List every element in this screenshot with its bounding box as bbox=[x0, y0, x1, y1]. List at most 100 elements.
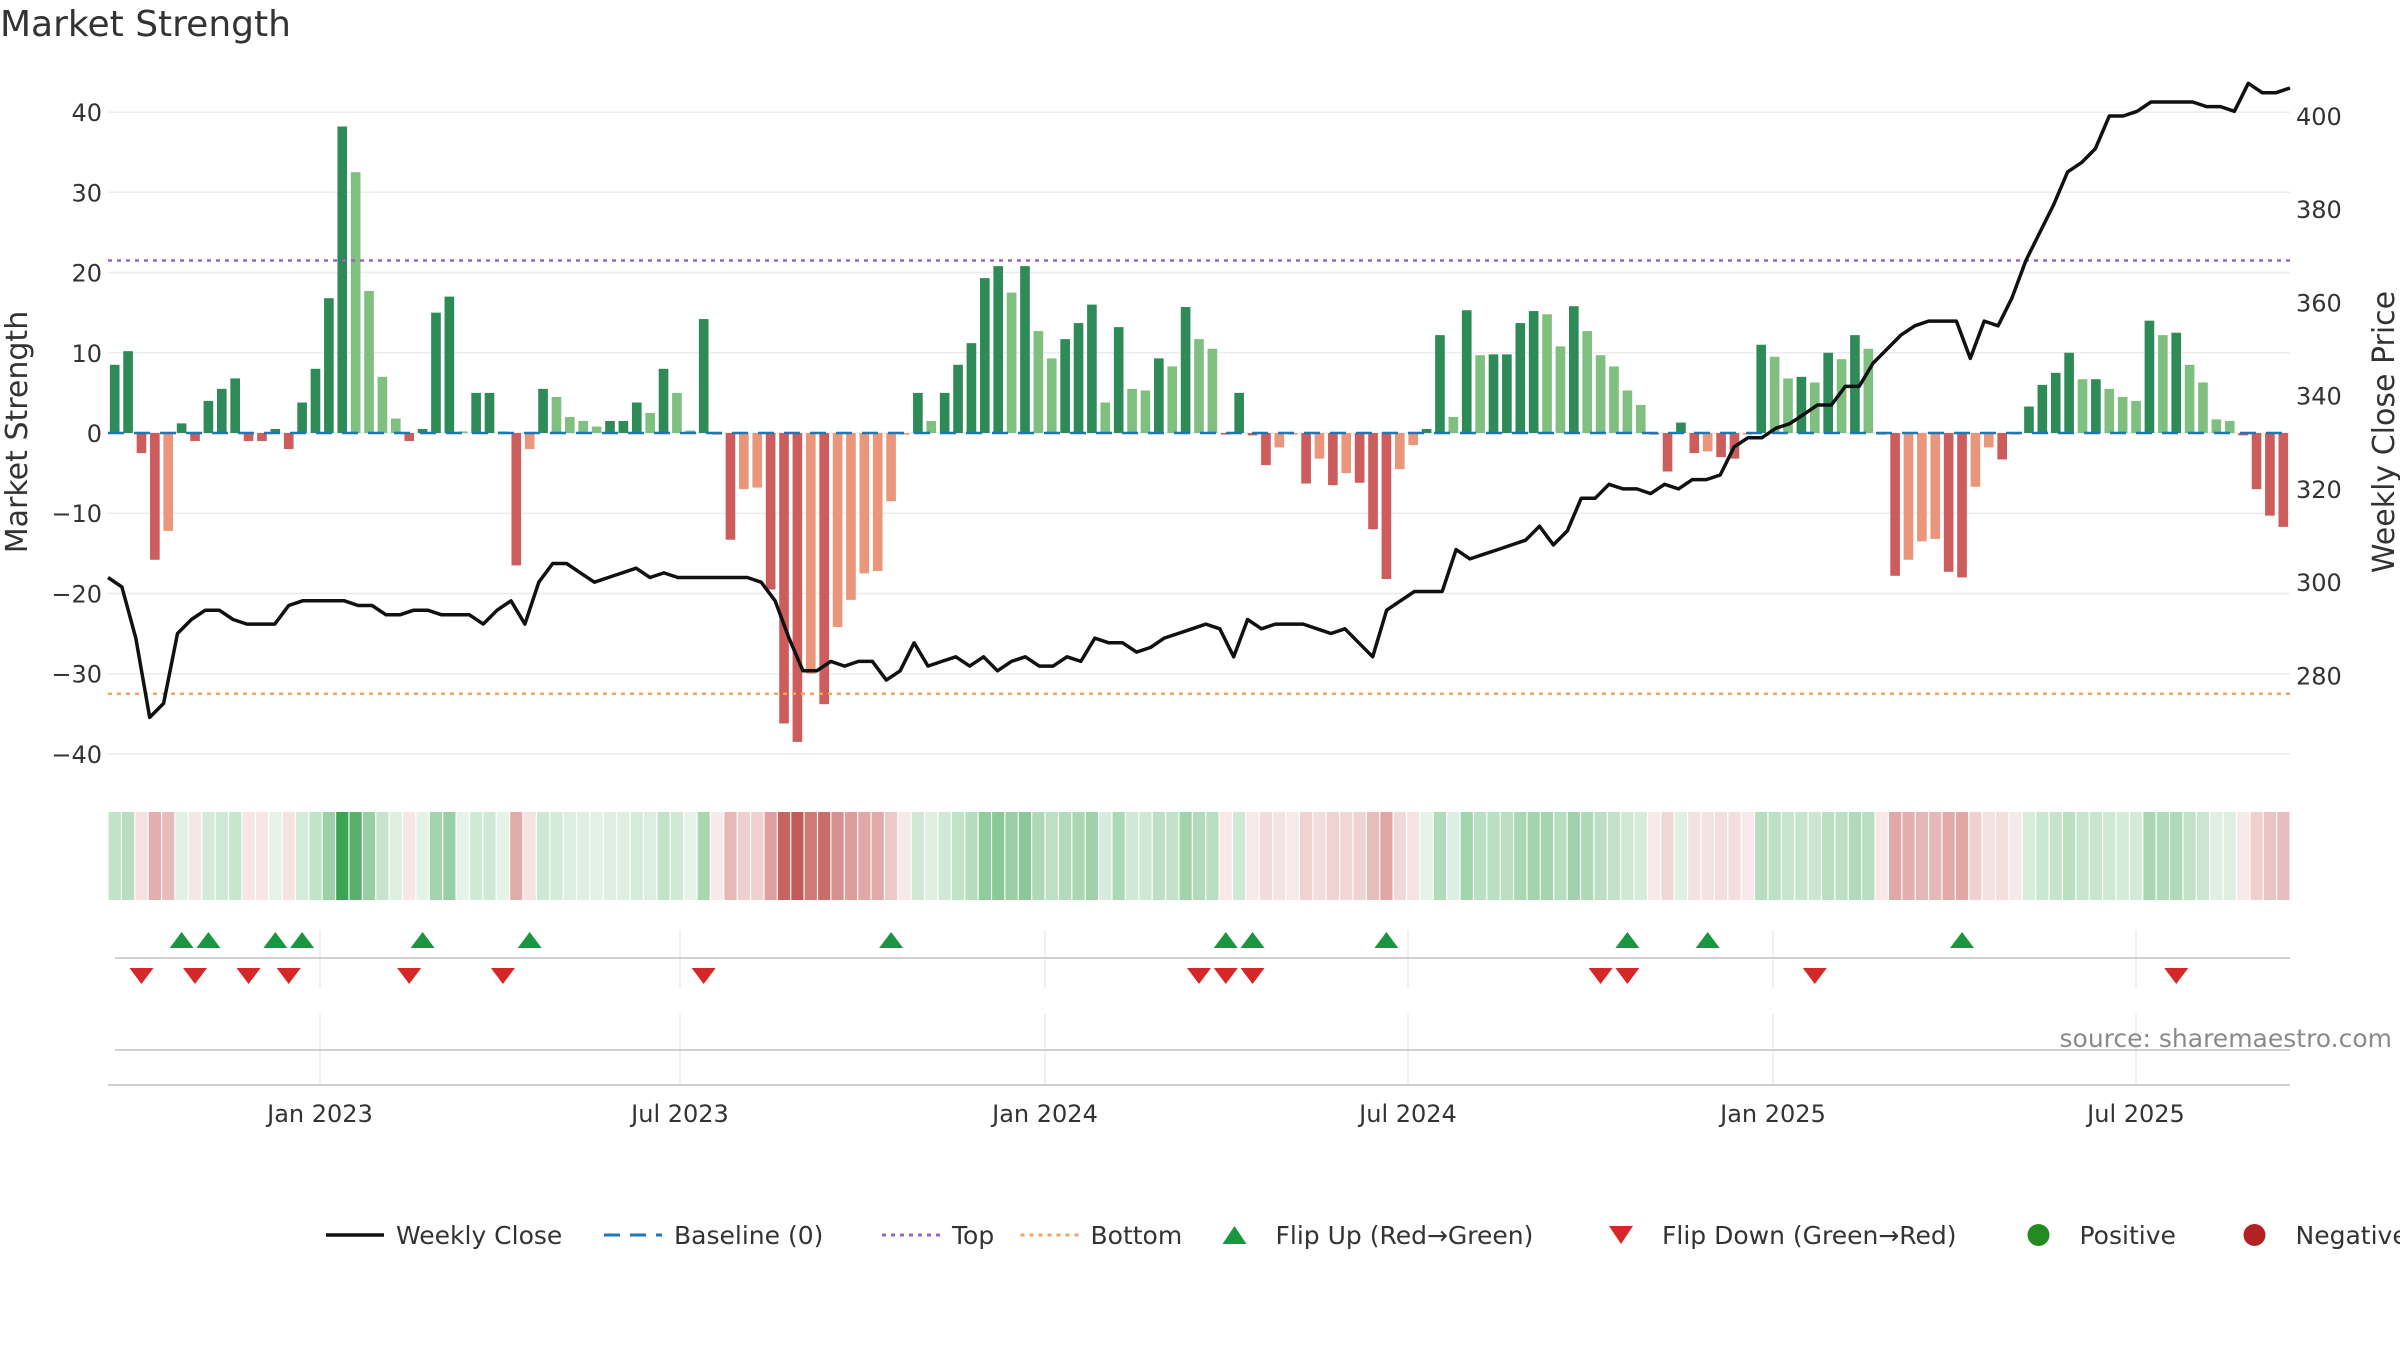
strength-bar bbox=[1930, 433, 1941, 539]
strength-bar bbox=[1528, 311, 1539, 433]
strength-bar bbox=[2091, 379, 2101, 433]
strength-bar bbox=[1783, 378, 1793, 433]
flip-up-marker bbox=[1213, 932, 1238, 948]
strength-bar bbox=[2104, 388, 2115, 433]
strength-bar bbox=[1983, 433, 1994, 448]
y-tick-label: −30 bbox=[51, 661, 102, 689]
strength-bar bbox=[819, 433, 829, 705]
strength-bar bbox=[377, 376, 388, 433]
strength-bar bbox=[123, 351, 133, 433]
strength-bar bbox=[953, 364, 963, 433]
heat-cell bbox=[269, 812, 282, 900]
heat-cell bbox=[2076, 812, 2089, 900]
strength-bar bbox=[779, 433, 789, 724]
legend-item: Flip Up (Red→Green) bbox=[1222, 1221, 1534, 1250]
heat-cell bbox=[764, 812, 777, 900]
y2-axis-title: Weekly Close Price bbox=[2367, 291, 2400, 573]
heat-cell bbox=[1514, 812, 1527, 900]
heat-cell bbox=[1219, 812, 1232, 900]
strength-bar bbox=[1408, 433, 1419, 446]
strength-bar bbox=[1435, 335, 1445, 433]
strength-bar bbox=[631, 402, 642, 433]
flip-down-marker bbox=[1213, 968, 1238, 984]
heat-cell bbox=[215, 812, 228, 900]
heat-cell bbox=[322, 812, 335, 900]
heat-cell bbox=[470, 812, 483, 900]
heat-cell bbox=[1768, 812, 1781, 900]
strength-bar bbox=[1890, 433, 1900, 576]
heat-cell bbox=[911, 812, 924, 900]
heat-cell bbox=[2223, 812, 2236, 900]
strength-bar bbox=[2064, 352, 2074, 433]
strength-bar bbox=[2251, 433, 2262, 490]
flip-down-marker bbox=[236, 968, 261, 984]
strength-bar bbox=[2265, 433, 2275, 516]
strength-bar bbox=[1140, 390, 1151, 433]
heat-cell bbox=[657, 812, 670, 900]
heat-cell bbox=[1527, 812, 1540, 900]
legend-item: Positive bbox=[2027, 1221, 2176, 1250]
strength-bar bbox=[645, 412, 655, 433]
heat-cell bbox=[1407, 812, 1420, 900]
strength-bar bbox=[257, 433, 267, 442]
strength-bar bbox=[658, 368, 669, 433]
heat-cell bbox=[617, 812, 630, 900]
heat-cell bbox=[1072, 812, 1085, 900]
strength-bar bbox=[2158, 335, 2168, 433]
strength-bar bbox=[1970, 433, 1981, 487]
heat-cell bbox=[496, 812, 509, 900]
strength-bar bbox=[832, 433, 843, 628]
legend-label: Flip Up (Red→Green) bbox=[1276, 1221, 1534, 1250]
heat-cell bbox=[951, 812, 965, 900]
strength-bar bbox=[846, 433, 856, 600]
heat-cell bbox=[1822, 812, 1835, 900]
legend-label: Bottom bbox=[1091, 1221, 1183, 1250]
legend-item: Flip Down (Green→Red) bbox=[1609, 1221, 1957, 1250]
heat-cell bbox=[1755, 812, 1768, 900]
y2-tick-label: 300 bbox=[2296, 569, 2342, 597]
heat-cell bbox=[2210, 812, 2223, 900]
x-tick-label: Jul 2023 bbox=[629, 1100, 729, 1128]
strength-bar bbox=[1127, 388, 1137, 433]
strength-bar bbox=[1836, 359, 1847, 433]
heat-cell bbox=[202, 812, 215, 900]
chart-title: Market Strength bbox=[0, 4, 291, 45]
heat-cell bbox=[1607, 812, 1621, 900]
flip-up-marker bbox=[879, 932, 904, 948]
strength-bar bbox=[1207, 348, 1218, 433]
strength-bar bbox=[390, 418, 401, 433]
heat-cell bbox=[737, 812, 750, 900]
strength-bar bbox=[1502, 354, 1512, 433]
flip-down-marker bbox=[1802, 968, 1827, 984]
heat-cell bbox=[1018, 812, 1032, 900]
heat-cell bbox=[403, 812, 416, 900]
strength-bar bbox=[1167, 366, 1178, 433]
strength-bar bbox=[1234, 392, 1244, 433]
heat-cell bbox=[1902, 812, 1915, 900]
heat-cell bbox=[443, 812, 456, 900]
strength-bar bbox=[618, 420, 629, 433]
strength-bar bbox=[1046, 358, 1057, 433]
heat-cell bbox=[1567, 812, 1580, 900]
strength-bar bbox=[1113, 327, 1124, 433]
heat-cell bbox=[885, 812, 898, 900]
heat-cell bbox=[1540, 812, 1554, 900]
strength-bar bbox=[1582, 331, 1593, 433]
flip-down-marker bbox=[2164, 968, 2189, 984]
heat-cell bbox=[804, 812, 817, 900]
strength-bar bbox=[190, 433, 200, 442]
strength-bar bbox=[350, 172, 361, 433]
strength-bar bbox=[2117, 396, 2128, 433]
heat-cell bbox=[2183, 812, 2196, 900]
strength-bar bbox=[1033, 331, 1044, 433]
y-tick-label: 30 bbox=[71, 179, 102, 207]
heat-cell bbox=[965, 812, 978, 900]
heat-cell bbox=[108, 812, 121, 900]
strength-bar bbox=[765, 433, 776, 590]
strength-bar bbox=[1368, 433, 1378, 530]
flip-up-marker bbox=[263, 932, 288, 948]
strength-bar bbox=[591, 426, 602, 433]
flip-down-marker bbox=[1588, 968, 1613, 984]
heat-cell bbox=[255, 812, 269, 900]
strength-bar bbox=[1475, 355, 1485, 433]
